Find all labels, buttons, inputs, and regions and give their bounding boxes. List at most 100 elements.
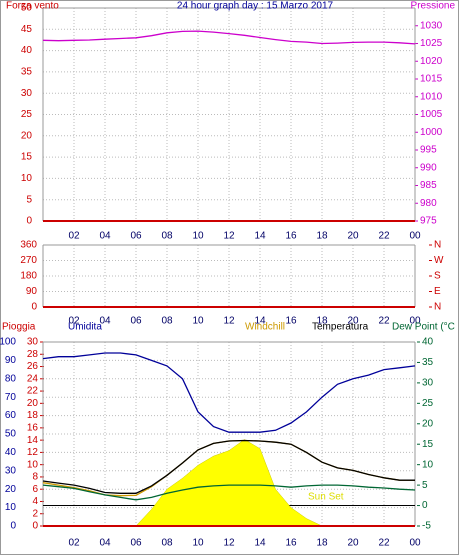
legend-entry: Umidita [68,322,102,333]
x-tick-label: 00 [409,538,421,549]
x-tick-label: 18 [316,316,328,327]
y3-tick-label: 4 [32,496,38,507]
legend-entry: Temperatura [312,322,369,333]
x-tick-label: 12 [223,231,235,242]
x-tick-label: 22 [378,538,390,549]
x-tick-label: 04 [99,316,111,327]
x-tick-label: 14 [254,316,266,327]
y3-tick-label: 18 [27,410,39,421]
y-tick-label: 35 [21,67,33,78]
y3-tick-label: 14 [27,435,39,446]
y-tick-label: 80 [5,373,17,384]
x-tick-label: 16 [285,231,297,242]
x-tick-label: 06 [130,316,142,327]
x-tick-label: 06 [130,538,142,549]
y3-tick-label: 6 [32,484,38,495]
x-tick-label: 00 [409,231,421,242]
y3-tick-label: 16 [27,423,39,434]
y2-tick-label: 5 [422,480,428,491]
y2-tick-label: 995 [420,145,437,156]
line [42,30,416,45]
y2-tick-label: W [434,255,444,266]
x-tick-label: 10 [192,231,204,242]
y-tick-label: 15 [21,152,33,163]
x-tick-label: 18 [316,231,328,242]
legend-entry: Windchill [245,322,285,333]
y3-tick-label: 10 [27,459,39,470]
chart-title: 24 hour graph day : 15 Marzo 2017 [177,1,334,12]
y2-tick-label: 975 [420,216,437,227]
x-tick-label: 20 [347,231,359,242]
line [42,352,416,433]
y-tick-label: 100 [0,337,16,348]
x-tick-label: 02 [68,231,80,242]
y-tick-label: 360 [20,240,37,251]
y2-tick-label: N [434,302,441,313]
y3-tick-label: 22 [27,386,39,397]
y2-tick-label: 25 [422,398,434,409]
y-tick-label: 270 [20,255,37,266]
y2-tick-label: 1030 [420,20,443,31]
x-tick-label: 14 [254,231,266,242]
line [42,484,416,501]
y-tick-label: 0 [10,521,16,532]
y2-tick-label: 15 [422,439,434,450]
y2-tick-label: N [434,240,441,251]
y-tick-label: 30 [5,465,17,476]
y3-tick-label: 28 [27,349,39,360]
y-tick-label: 20 [5,484,17,495]
y3-tick-label: 12 [27,447,39,458]
y2-tick-label: 10 [422,459,434,470]
x-tick-label: 20 [347,538,359,549]
y3-tick-label: 30 [27,337,39,348]
y-tick-label: 20 [21,130,33,141]
x-tick-label: 04 [99,231,111,242]
y-tick-label: 90 [26,286,38,297]
y2-tick-label: E [434,286,441,297]
y3-tick-label: 0 [32,521,38,532]
y2-tick-label: S [434,271,441,282]
y-tick-label: 0 [31,302,37,313]
x-tick-label: 02 [68,538,80,549]
y2-tick-label: 1015 [420,74,443,85]
y-tick-label: 50 [5,429,17,440]
y2-tick-label: 980 [420,198,437,209]
y2-tick-label: 1000 [420,127,443,138]
y3-tick-label: 20 [27,398,39,409]
x-tick-label: 06 [130,231,142,242]
y2-axis-label: Pressione [411,1,456,12]
y3-tick-label: 8 [32,472,38,483]
y-tick-label: 5 [26,194,32,205]
legend-entry: Dew Point (°C [392,322,455,333]
x-tick-label: 18 [316,538,328,549]
x-tick-label: 20 [347,316,359,327]
x-tick-label: 02 [68,316,80,327]
y-tick-label: 10 [5,502,17,513]
x-tick-label: 22 [378,231,390,242]
y-tick-label: 45 [21,24,33,35]
x-tick-label: 12 [223,316,235,327]
y2-tick-label: 1020 [420,56,443,67]
y-tick-label: 40 [5,447,17,458]
line [42,439,415,494]
y2-tick-label: 40 [422,337,434,348]
y2-tick-label: 985 [420,180,437,191]
y2-tick-label: 1005 [420,109,443,120]
y2-tick-label: 990 [420,162,437,173]
y2-tick-label: -5 [422,521,431,532]
x-tick-label: 10 [192,316,204,327]
x-tick-label: 08 [161,316,173,327]
y2-tick-label: 1010 [420,91,443,102]
y2-tick-label: 35 [422,357,434,368]
y-tick-label: 10 [21,173,33,184]
y-tick-label: 70 [5,392,17,403]
y-tick-label: 50 [21,3,33,14]
y3-tick-label: 24 [27,373,39,384]
y2-tick-label: 0 [422,500,428,511]
y2-tick-label: 30 [422,378,434,389]
y-tick-label: 25 [21,109,33,120]
annotation: Sun Set [308,492,344,503]
y3-tick-label: 2 [32,508,38,519]
x-tick-label: 08 [161,231,173,242]
